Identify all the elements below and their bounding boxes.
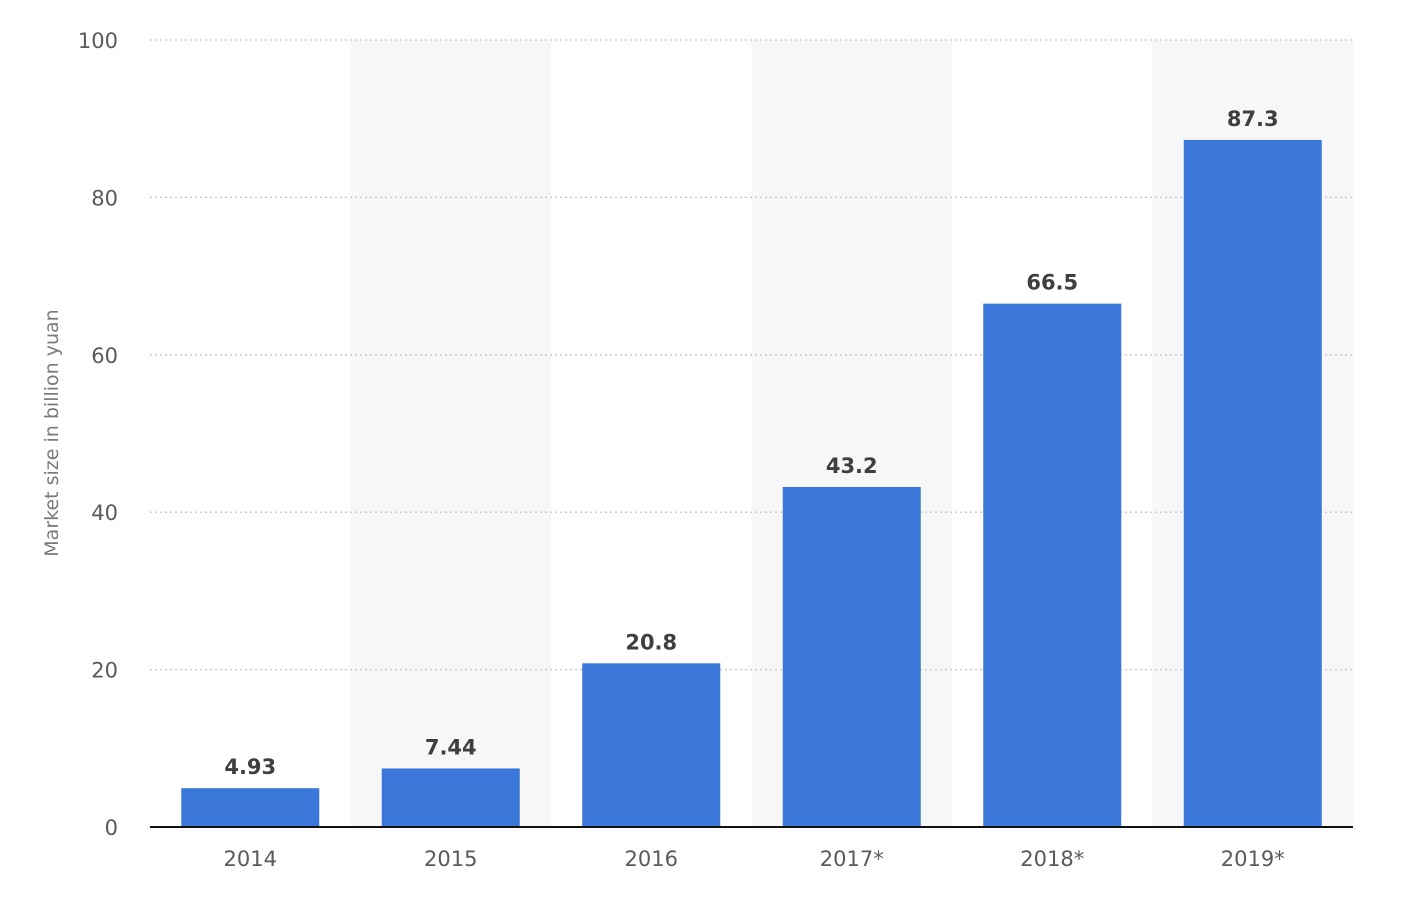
bar bbox=[1183, 139, 1322, 828]
x-tick-label: 2014 bbox=[224, 847, 277, 871]
y-axis-ticks: 0 20 40 60 80 100 bbox=[78, 29, 118, 840]
bar bbox=[381, 768, 520, 827]
y-axis-title: Market size in billion yuan bbox=[41, 309, 63, 556]
value-labels: 4.93 7.44 20.8 43.2 66.5 87.3 bbox=[224, 107, 1278, 779]
x-tick-label: 2019* bbox=[1221, 847, 1285, 871]
data-label: 87.3 bbox=[1227, 107, 1279, 131]
x-tick-label: 2016 bbox=[625, 847, 678, 871]
y-tick-label: 40 bbox=[91, 501, 118, 525]
y-tick-label: 100 bbox=[78, 29, 118, 53]
bar bbox=[582, 663, 721, 827]
y-tick-label: 0 bbox=[105, 816, 118, 840]
bar bbox=[181, 788, 320, 827]
y-tick-label: 60 bbox=[91, 344, 118, 368]
y-tick-label: 80 bbox=[91, 186, 118, 210]
x-axis-ticks: 2014 2015 2016 2017* 2018* 2019* bbox=[224, 847, 1285, 871]
gridlines bbox=[150, 39, 1353, 671]
data-label: 7.44 bbox=[425, 735, 477, 759]
bars bbox=[181, 139, 1322, 828]
column-band bbox=[350, 40, 551, 827]
x-tick-label: 2017* bbox=[820, 847, 884, 871]
x-tick-label: 2018* bbox=[1020, 847, 1084, 871]
data-label: 66.5 bbox=[1026, 271, 1078, 295]
bar bbox=[983, 303, 1122, 827]
data-label: 4.93 bbox=[224, 755, 276, 779]
data-label: 43.2 bbox=[826, 454, 878, 478]
x-tick-label: 2015 bbox=[424, 847, 477, 871]
y-tick-label: 20 bbox=[91, 659, 118, 683]
bar bbox=[782, 487, 921, 827]
data-label: 20.8 bbox=[625, 630, 677, 654]
